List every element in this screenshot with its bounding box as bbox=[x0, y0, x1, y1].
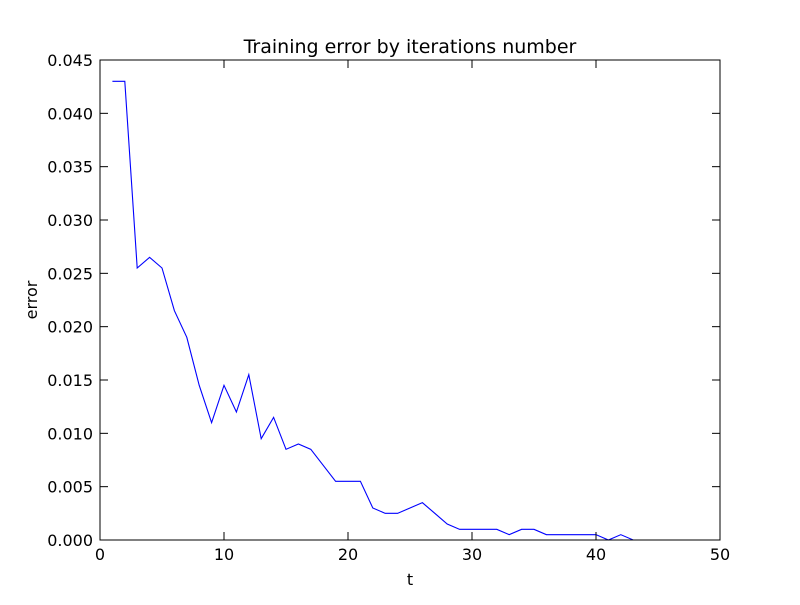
y-tick-label: 0.010 bbox=[47, 424, 93, 443]
y-tick-label: 0.035 bbox=[47, 158, 93, 177]
series-line-0 bbox=[112, 80, 720, 541]
x-tick-label: 40 bbox=[586, 545, 606, 564]
chart-title: Training error by iterations number bbox=[243, 36, 577, 58]
x-tick-label: 0 bbox=[95, 545, 105, 564]
y-tick-label: 0.015 bbox=[47, 371, 93, 390]
plot-frame bbox=[99, 59, 721, 541]
x-axis: 0 10 20 30 40 50 bbox=[95, 60, 730, 564]
y-tick-label: 0.025 bbox=[47, 264, 93, 283]
y-axis: 0.000 0.005 0.010 0.015 0.020 0.025 0.030 0.035… bbox=[47, 51, 720, 550]
y-tick-label: 0.040 bbox=[47, 104, 93, 123]
y-tick-label: 0.000 bbox=[47, 531, 93, 550]
y-tick-label: 0.045 bbox=[47, 51, 93, 70]
y-axis-label: error bbox=[22, 280, 41, 319]
x-axis-label: t bbox=[407, 570, 413, 589]
x-tick-label: 20 bbox=[338, 545, 358, 564]
x-tick-label: 30 bbox=[462, 545, 482, 564]
y-tick-label: 0.020 bbox=[47, 318, 93, 337]
y-tick-label: 0.030 bbox=[47, 211, 93, 230]
x-tick-label: 50 bbox=[710, 545, 730, 564]
y-tick-label: 0.005 bbox=[47, 478, 93, 497]
plot-area bbox=[112, 80, 720, 541]
x-tick-label: 10 bbox=[214, 545, 234, 564]
